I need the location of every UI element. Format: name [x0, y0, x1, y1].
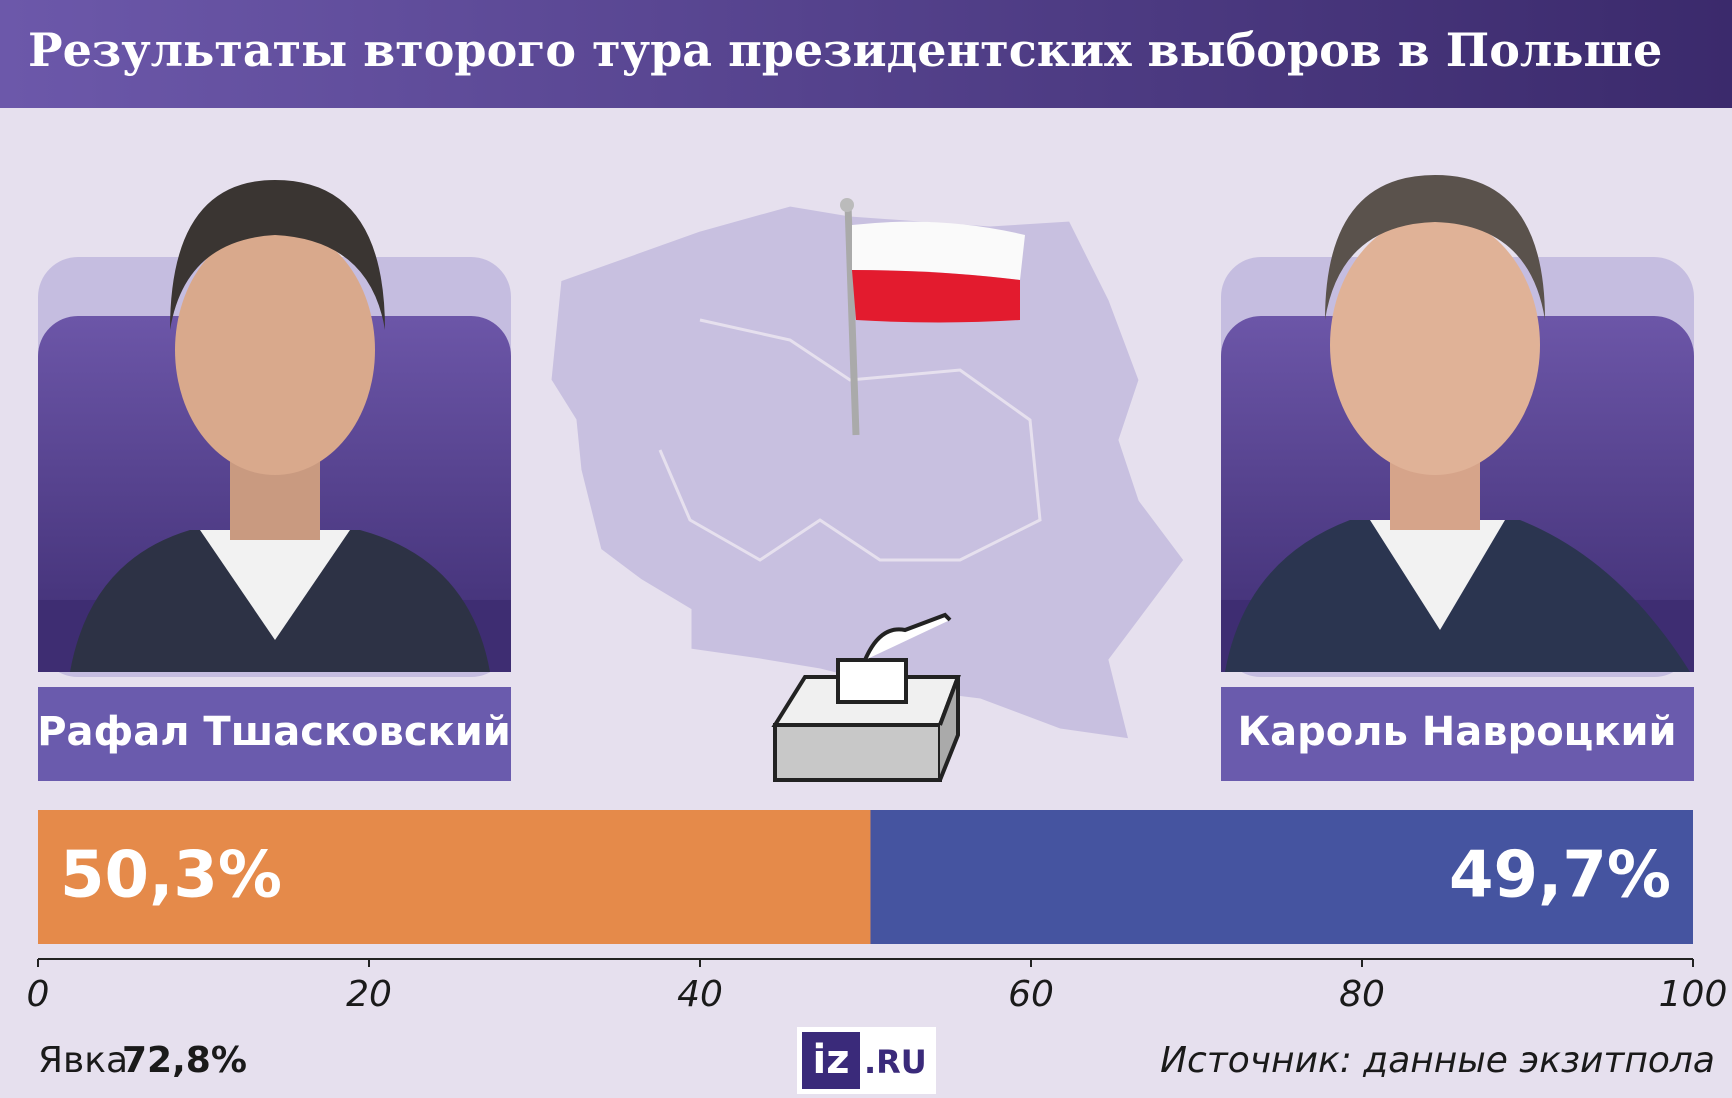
candidate-card-left	[38, 180, 511, 677]
x-tick-label: 40	[677, 974, 723, 1015]
logo-domain: .RU	[864, 1043, 927, 1081]
header	[0, 0, 1732, 108]
legend-label: Рафал Тшасковский	[37, 709, 511, 755]
x-tick-label: 0	[27, 974, 50, 1015]
value-label: 50,3%	[60, 839, 282, 913]
x-tick-label: 100	[1659, 974, 1728, 1015]
turnout-label: Явка	[38, 1040, 128, 1081]
logo-mark: iz	[813, 1037, 850, 1083]
x-tick-label: 80	[1339, 974, 1385, 1015]
candidate-card-right	[1221, 175, 1694, 677]
turnout-value: 72,8%	[122, 1040, 247, 1081]
chart-title: Результаты второго тура президентских вы…	[28, 23, 1662, 77]
bar-segment	[38, 810, 871, 944]
value-label: 49,7%	[1449, 839, 1671, 913]
ballot-box	[771, 612, 961, 782]
poland-map	[548, 198, 1187, 742]
source: Источник: данные экзитпола	[1160, 1040, 1715, 1081]
bar-segment	[870, 810, 1693, 944]
x-tick-label: 60	[1008, 974, 1054, 1015]
logo-mark-box	[802, 1032, 860, 1089]
chart: Рафал Тшасковский Кароль Навроцкий 50,3% 49…	[27, 687, 1728, 1015]
x-tick-label: 20	[346, 974, 392, 1015]
legend-box	[38, 687, 511, 781]
legend-label: Кароль Навроцкий	[1237, 709, 1676, 755]
legend-box	[1221, 687, 1694, 781]
